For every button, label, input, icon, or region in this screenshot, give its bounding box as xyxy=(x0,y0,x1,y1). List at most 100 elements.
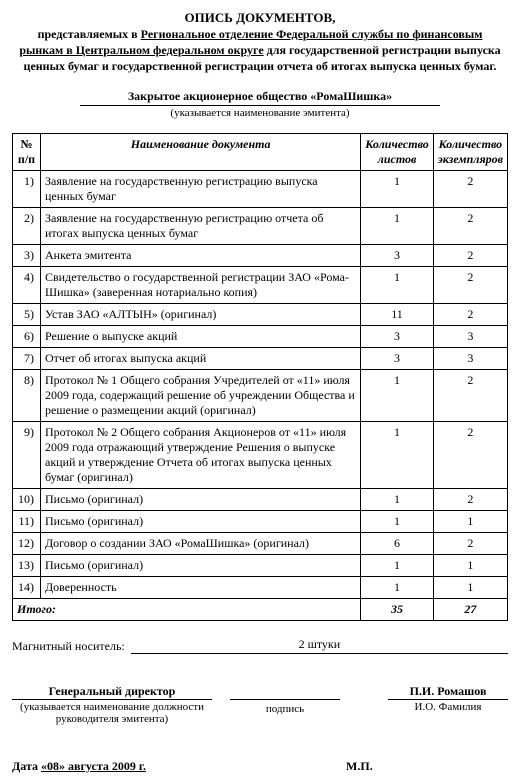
cell-copies: 1 xyxy=(433,576,507,598)
signature-block: Генеральный директор (указывается наимен… xyxy=(12,684,508,725)
cell-sheets: 1 xyxy=(361,576,434,598)
table-row: 8)Протокол № 1 Общего собрания Учредител… xyxy=(13,369,508,421)
cell-number: 2) xyxy=(13,207,41,244)
cell-copies: 1 xyxy=(433,510,507,532)
date-row: Дата «08» августа 2009 г. М.П. xyxy=(12,759,508,774)
cell-number: 5) xyxy=(13,303,41,325)
table-row: 6)Решение о выпуске акций33 xyxy=(13,325,508,347)
cell-name: Протокол № 2 Общего собрания Акционеров … xyxy=(41,421,361,488)
magnetic-label: Магнитный носитель: xyxy=(12,639,125,654)
cell-copies: 3 xyxy=(433,325,507,347)
cell-copies: 2 xyxy=(433,266,507,303)
cell-sheets: 3 xyxy=(361,325,434,347)
cell-sheets: 11 xyxy=(361,303,434,325)
cell-sheets: 1 xyxy=(361,510,434,532)
cell-sheets: 1 xyxy=(361,369,434,421)
table-row: 10)Письмо (оригинал)12 xyxy=(13,488,508,510)
cell-sheets: 1 xyxy=(361,266,434,303)
date-label: Дата «08» августа 2009 г. xyxy=(12,759,146,774)
table-row: 12)Договор о создании ЗАО «РомаШишка» (о… xyxy=(13,532,508,554)
cell-name: Решение о выпуске акций xyxy=(41,325,361,347)
cell-name: Отчет об итогах выпуска акций xyxy=(41,347,361,369)
stamp-label: М.П. xyxy=(346,759,373,774)
table-row: 3)Анкета эмитента32 xyxy=(13,244,508,266)
cell-sheets: 1 xyxy=(361,170,434,207)
table-head-row: № п/п Наименование документа Количество … xyxy=(13,133,508,170)
cell-name: Письмо (оригинал) xyxy=(41,488,361,510)
total-sheets: 35 xyxy=(361,598,434,620)
title-prefix: представляемых в xyxy=(38,27,141,41)
company-block: Закрытое акционерное общество «РомаШишка… xyxy=(12,89,508,119)
col-number: № п/п xyxy=(13,133,41,170)
table-row: 7)Отчет об итогах выпуска акций33 xyxy=(13,347,508,369)
table-row: 2)Заявление на государственную регистрац… xyxy=(13,207,508,244)
cell-name: Письмо (оригинал) xyxy=(41,554,361,576)
cell-sheets: 6 xyxy=(361,532,434,554)
cell-name: Заявление на государственную регистрацию… xyxy=(41,170,361,207)
col-sheets: Количество листов xyxy=(361,133,434,170)
cell-name: Заявление на государственную регистрацию… xyxy=(41,207,361,244)
company-hint: (указывается наименование эмитента) xyxy=(12,107,508,119)
cell-name: Договор о создании ЗАО «РомаШишка» (ориг… xyxy=(41,532,361,554)
table-row: 14)Доверенность11 xyxy=(13,576,508,598)
sign-position: Генеральный директор xyxy=(12,684,212,700)
total-label: Итого: xyxy=(13,598,361,620)
cell-copies: 2 xyxy=(433,303,507,325)
cell-number: 3) xyxy=(13,244,41,266)
company-name: Закрытое акционерное общество «РомаШишка… xyxy=(80,89,440,106)
cell-name: Устав ЗАО «АЛТЫН» (оригинал) xyxy=(41,303,361,325)
col-name: Наименование документа xyxy=(41,133,361,170)
sign-signature-line xyxy=(230,684,340,700)
cell-name: Свидетельство о государственной регистра… xyxy=(41,266,361,303)
cell-sheets: 1 xyxy=(361,207,434,244)
cell-number: 4) xyxy=(13,266,41,303)
table-row: 4)Свидетельство о государственной регист… xyxy=(13,266,508,303)
cell-number: 13) xyxy=(13,554,41,576)
cell-number: 7) xyxy=(13,347,41,369)
title-line1: ОПИСЬ ДОКУМЕНТОВ, xyxy=(12,10,508,26)
sign-signature-label: подпись xyxy=(230,703,340,715)
cell-copies: 2 xyxy=(433,170,507,207)
magnetic-value: 2 штуки xyxy=(131,637,508,654)
title-block: ОПИСЬ ДОКУМЕНТОВ, представляемых в Регио… xyxy=(12,10,508,75)
title-text: представляемых в Региональное отделение … xyxy=(12,26,508,75)
sign-signature-col: подпись xyxy=(230,684,340,715)
cell-number: 10) xyxy=(13,488,41,510)
total-copies: 27 xyxy=(433,598,507,620)
table-total-row: Итого:3527 xyxy=(13,598,508,620)
magnetic-row: Магнитный носитель: 2 штуки xyxy=(12,637,508,654)
cell-copies: 2 xyxy=(433,369,507,421)
cell-sheets: 1 xyxy=(361,421,434,488)
cell-copies: 2 xyxy=(433,532,507,554)
table-row: 9)Протокол № 2 Общего собрания Акционеро… xyxy=(13,421,508,488)
cell-number: 11) xyxy=(13,510,41,532)
cell-copies: 3 xyxy=(433,347,507,369)
table-row: 5)Устав ЗАО «АЛТЫН» (оригинал)112 xyxy=(13,303,508,325)
cell-number: 6) xyxy=(13,325,41,347)
sign-fio-col: П.И. Ромашов И.О. Фамилия xyxy=(388,684,508,713)
sign-fio-hint: И.О. Фамилия xyxy=(388,701,508,713)
title-underlined1: Региональное отделение Федеральной служб… xyxy=(141,27,483,41)
title-underlined2: рынкам в Центральном федеральном округе xyxy=(19,43,263,57)
cell-sheets: 1 xyxy=(361,554,434,576)
cell-copies: 2 xyxy=(433,421,507,488)
cell-number: 8) xyxy=(13,369,41,421)
cell-sheets: 1 xyxy=(361,488,434,510)
cell-copies: 1 xyxy=(433,554,507,576)
cell-sheets: 3 xyxy=(361,244,434,266)
sign-position-hint: (указывается наименование должности руко… xyxy=(12,701,212,725)
documents-table: № п/п Наименование документа Количество … xyxy=(12,133,508,621)
col-copies: Количество экземпляров xyxy=(433,133,507,170)
sign-position-col: Генеральный директор (указывается наимен… xyxy=(12,684,212,725)
cell-name: Анкета эмитента xyxy=(41,244,361,266)
cell-copies: 2 xyxy=(433,488,507,510)
cell-number: 1) xyxy=(13,170,41,207)
cell-name: Протокол № 1 Общего собрания Учредителей… xyxy=(41,369,361,421)
sign-fio: П.И. Ромашов xyxy=(388,684,508,700)
cell-copies: 2 xyxy=(433,244,507,266)
table-row: 11)Письмо (оригинал)11 xyxy=(13,510,508,532)
cell-name: Доверенность xyxy=(41,576,361,598)
cell-copies: 2 xyxy=(433,207,507,244)
cell-number: 14) xyxy=(13,576,41,598)
cell-name: Письмо (оригинал) xyxy=(41,510,361,532)
